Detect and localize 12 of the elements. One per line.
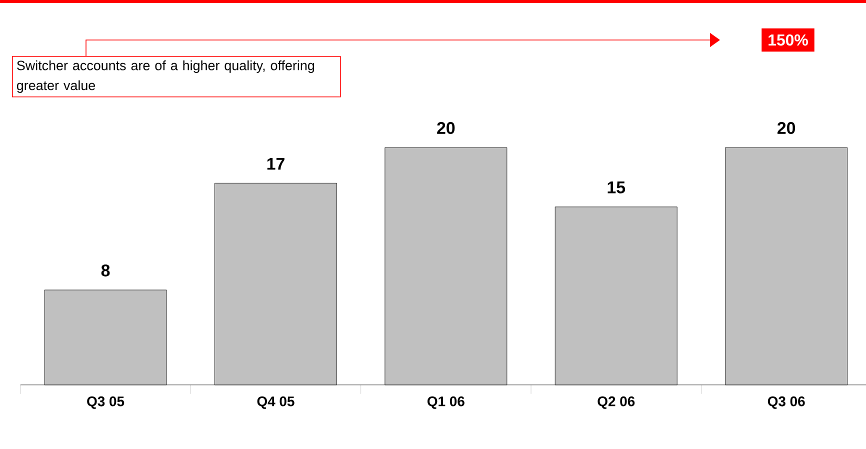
x-tick-label: Q3 06 <box>768 396 805 409</box>
x-tick-label: Q4 05 <box>257 396 294 409</box>
data-label: 20 <box>778 122 796 134</box>
data-label: 20 <box>437 122 455 134</box>
text: 150% <box>768 34 808 46</box>
text: Switcher accounts are of a higher quality, offering greater value <box>16 60 314 93</box>
data-label: 15 <box>608 182 626 194</box>
data-label: 8 <box>101 264 110 276</box>
data-label: 17 <box>267 158 284 170</box>
x-tick-label: Q2 06 <box>598 396 635 409</box>
x-tick-label: Q1 06 <box>428 396 464 409</box>
x-tick-label: Q3 05 <box>87 396 124 409</box>
